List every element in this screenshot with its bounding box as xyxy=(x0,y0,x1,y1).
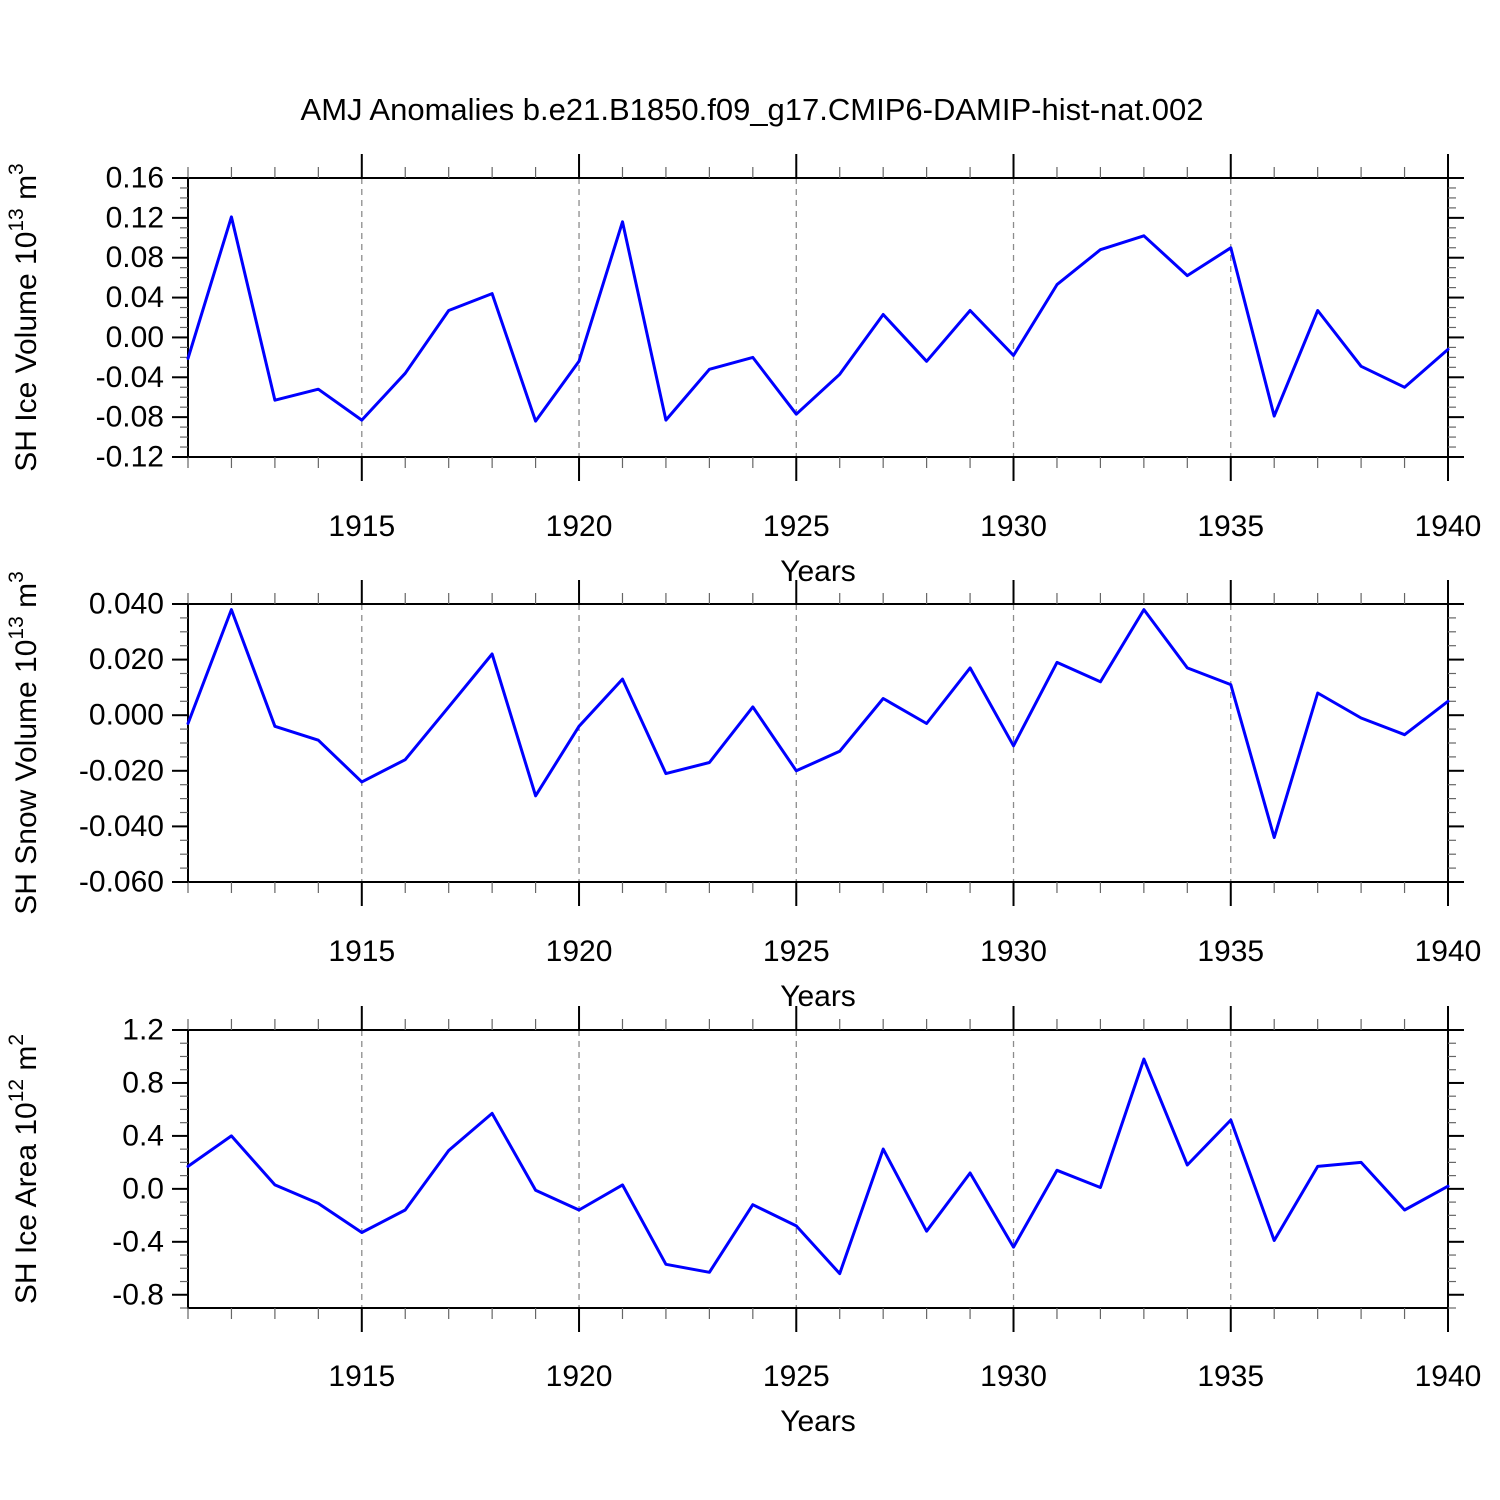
plot-frame xyxy=(187,177,1449,458)
y-tick-label: 0.04 xyxy=(106,281,164,314)
y-tick-label: 0.040 xyxy=(89,588,164,621)
y-axis-label: SH Ice Area 1012 m2 xyxy=(5,1034,43,1304)
y-tick-label: 0.4 xyxy=(122,1119,164,1152)
y-axis-label: SH Snow Volume 1013 m3 xyxy=(5,571,43,915)
y-tick-label: -0.060 xyxy=(79,866,164,899)
y-tick-label: -0.4 xyxy=(112,1225,164,1258)
sh-snow-volume-line xyxy=(186,608,1450,839)
y-axis-label: SH Ice Volume 1013 m3 xyxy=(5,163,43,472)
sh-ice-area-line xyxy=(186,1057,1450,1276)
x-tick-label: 1925 xyxy=(763,935,830,968)
y-tick-label: -0.08 xyxy=(96,401,164,434)
x-axis-label: Years xyxy=(780,980,856,1013)
x-tick-label: 1920 xyxy=(546,1360,613,1393)
plot-frame xyxy=(187,603,1449,883)
y-tick-label: 0.08 xyxy=(106,241,164,274)
x-tick-label: 1920 xyxy=(546,510,613,543)
x-tick-label: 1920 xyxy=(546,935,613,968)
x-tick-label: 1935 xyxy=(1197,1360,1264,1393)
y-tick-label: 0.00 xyxy=(106,321,164,354)
y-tick-label: 0.020 xyxy=(89,643,164,676)
x-tick-label: 1915 xyxy=(328,510,395,543)
x-tick-label: 1915 xyxy=(328,935,395,968)
x-tick-label: 1925 xyxy=(763,510,830,543)
y-tick-label: 1.2 xyxy=(122,1014,164,1047)
x-tick-label: 1930 xyxy=(980,510,1047,543)
x-tick-label: 1935 xyxy=(1197,935,1264,968)
y-tick-label: 0.16 xyxy=(106,162,164,195)
y-tick-label: 0.0 xyxy=(122,1172,164,1205)
x-tick-label: 1940 xyxy=(1415,1360,1482,1393)
sh-ice-volume-line xyxy=(186,215,1450,423)
x-tick-label: 1935 xyxy=(1197,510,1264,543)
y-tick-label: -0.04 xyxy=(96,361,164,394)
x-tick-label: 1930 xyxy=(980,935,1047,968)
chart-title: AMJ Anomalies b.e21.B1850.f09_g17.CMIP6-… xyxy=(301,92,1204,127)
plot-frame xyxy=(187,1029,1449,1309)
y-tick-label: 0.000 xyxy=(89,699,164,732)
y-tick-label: 0.12 xyxy=(106,201,164,234)
x-tick-label: 1930 xyxy=(980,1360,1047,1393)
y-tick-label: -0.12 xyxy=(96,441,164,474)
y-tick-label: -0.020 xyxy=(79,754,164,787)
y-tick-label: 0.8 xyxy=(122,1066,164,1099)
x-tick-label: 1940 xyxy=(1415,935,1482,968)
y-tick-label: -0.040 xyxy=(79,810,164,843)
sh-ice-volume-panel: 1915 1920 1925 1930 1935 1940 0.16 0.12 0.08 0.04… xyxy=(5,154,1481,588)
x-tick-label: 1925 xyxy=(763,1360,830,1393)
x-axis-label: Years xyxy=(780,1405,856,1438)
sh-ice-area-panel: 1915 1920 1925 1930 1935 1940 1.2 0.8 0.4 0.0 -0.4… xyxy=(5,1006,1481,1438)
y-tick-label: -0.8 xyxy=(112,1278,164,1311)
x-axis-label: Years xyxy=(780,555,856,588)
x-tick-label: 1940 xyxy=(1415,510,1482,543)
sh-snow-volume-panel: 1915 1920 1925 1930 1935 1940 0.040 0.020 0.000 -… xyxy=(5,571,1481,1013)
x-tick-label: 1915 xyxy=(328,1360,395,1393)
